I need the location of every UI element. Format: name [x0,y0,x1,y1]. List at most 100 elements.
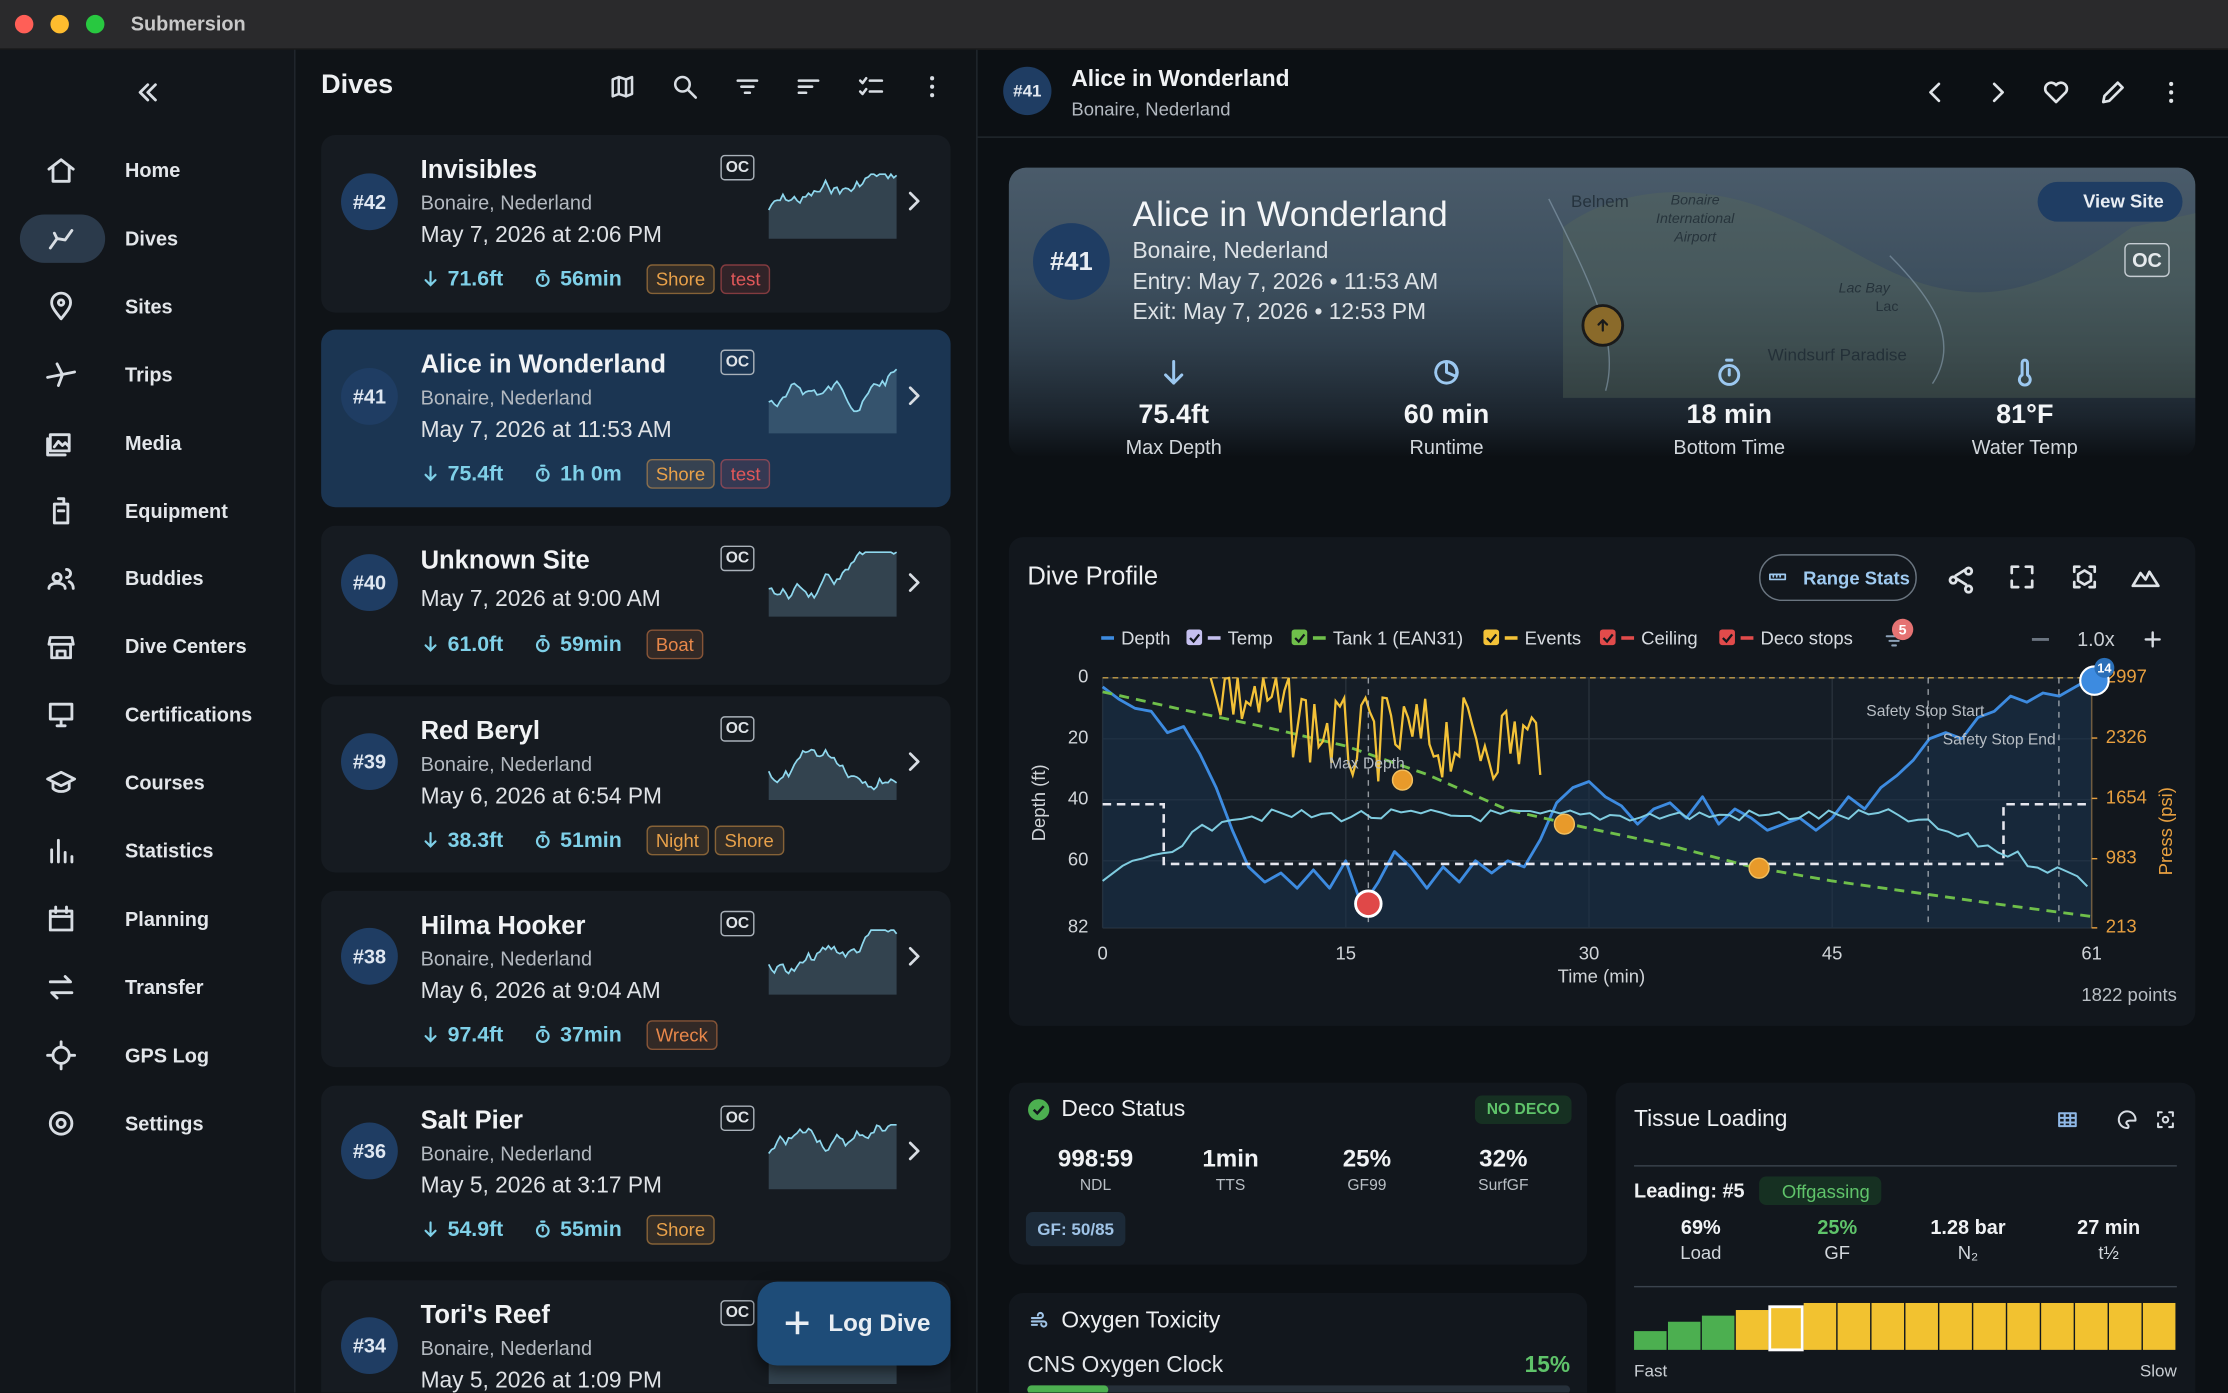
dive-location: Bonaire, Nederland [420,947,593,970]
header-action[interactable] [1929,82,1941,103]
profile-tool[interactable] [2131,570,2160,588]
tissue-tool[interactable] [2117,1110,2137,1130]
tissue-fast-label: Fast [1634,1360,1668,1381]
hero-stat-label: Max Depth [1125,435,1222,459]
tissue-stat-value: 69% [1680,1215,1721,1239]
nav-icon[interactable] [52,497,70,525]
list-toolbar-icon[interactable] [858,76,884,96]
nav-icon-shape [48,229,74,250]
dive-tag: Wreck [645,1019,718,1050]
stat-icon-shape [536,831,550,849]
nav-item[interactable]: GPS Log [125,1043,210,1067]
compartment-bar [2142,1302,2176,1350]
nav-icon-shape [47,568,75,590]
range-stats-button[interactable]: Range Stats [1759,554,1917,602]
legend-check [1189,633,1201,644]
nav-item[interactable]: Settings [125,1111,204,1135]
tissue-tool[interactable] [2157,1111,2174,1129]
nav-item[interactable]: Home [125,158,181,182]
stat-icon-shape [536,1220,550,1238]
collapse-button[interactable] [138,83,157,102]
legend-checkbox [1483,629,1500,646]
dive-thumbnail-area [768,749,897,800]
nav-icon[interactable] [46,433,71,457]
profile-tool[interactable] [1948,566,1974,594]
nav-icon[interactable] [48,702,74,728]
nav-icon[interactable] [48,1111,74,1136]
profile-tool[interactable] [2072,565,2097,589]
nav-item[interactable]: Dive Centers [125,635,247,658]
nav-item[interactable]: Transfer [125,975,204,999]
nav-item[interactable]: Certifications [125,703,253,726]
profile-tool-shape [1948,566,1974,594]
header-action[interactable] [2043,81,2069,104]
y2-tick-label: 2326 [2106,726,2147,747]
compartment-bar [1634,1331,1667,1350]
dive-open-chevron-shape [908,752,920,771]
nav-item[interactable]: Sites [125,294,173,318]
nav-item[interactable]: Buddies [125,566,204,590]
dive-open-chevron[interactable] [908,1141,920,1161]
nav-icon[interactable] [46,770,77,793]
list-toolbar-icon[interactable] [736,79,759,94]
stat-icon-shape [424,635,437,652]
nav-item[interactable]: Statistics [125,839,214,862]
nav-icon[interactable] [46,362,77,387]
nav-icon-shape [52,497,70,525]
dive-open-chevron[interactable] [908,752,920,771]
nav-icon[interactable] [46,1040,77,1071]
hero-stat-icon-shape [1164,359,1184,385]
dive-open-chevron[interactable] [908,386,920,406]
dive-depth: 75.4ft [447,461,504,486]
nav-item[interactable]: Trips [125,362,173,386]
nav-icon[interactable] [47,568,75,590]
nav-item[interactable]: Equipment [125,498,228,522]
header-action[interactable] [1992,82,2004,103]
compartment-bar [1803,1302,1837,1350]
dive-open-chevron[interactable] [908,191,920,211]
nav-icon[interactable] [48,975,74,1000]
legend-entry: Events [1525,627,1581,648]
x-tick-label: 45 [1822,943,1843,964]
zoom-in[interactable] [2144,631,2161,648]
dive-location: Bonaire, Nederland [420,1141,593,1165]
dive-open-chevron[interactable] [908,573,920,592]
list-toolbar-icon[interactable] [673,75,698,99]
nav-item[interactable]: Courses [125,771,205,794]
log-dive-button[interactable]: Log Dive [757,1281,951,1366]
nav-icon-shape [48,905,74,932]
cns-label: CNS Oxygen Clock [1027,1353,1224,1378]
gf-pill: GF: 50/85 [1025,1212,1126,1247]
nav-item[interactable]: Planning [125,907,210,930]
hero-exit: Exit: May 7, 2026 • 12:53 PM [1132,300,1427,325]
nav-icon[interactable] [47,158,75,183]
dive-open-chevron-shape [908,1141,920,1161]
dive-date: May 6, 2026 at 9:04 AM [420,979,661,1004]
view-site-button[interactable]: View Site [2037,181,2183,222]
nav-icon-shape [48,1111,74,1136]
nav-item[interactable]: Media [125,430,182,454]
stat-icon [536,635,550,653]
header-action[interactable] [2101,81,2124,104]
y-tick-label: 20 [1068,727,1089,748]
nav-icon[interactable] [47,636,75,660]
legend-check [1486,633,1498,644]
list-toolbar-icon[interactable] [611,75,634,98]
nav-icon[interactable] [48,229,74,250]
stat-icon [424,635,437,652]
nav-icon[interactable] [50,291,72,321]
nav-icon[interactable] [50,838,74,864]
nav-icon-shape [47,636,75,660]
dive-location: Bonaire, Nederland [420,191,593,214]
tissue-tool[interactable] [2058,1112,2077,1128]
profile-tool[interactable] [2010,565,2034,589]
list-toolbar-icon[interactable] [797,79,820,94]
nav-item[interactable]: Dives [125,226,179,250]
sidebar [0,49,296,1393]
dive-open-chevron[interactable] [908,946,920,966]
nav-icon[interactable] [48,905,74,932]
hero-number-badge: #41 [1033,223,1110,300]
dive-stats-row: 54.9ft 55min Shore [421,1213,716,1245]
window-control [85,14,105,34]
